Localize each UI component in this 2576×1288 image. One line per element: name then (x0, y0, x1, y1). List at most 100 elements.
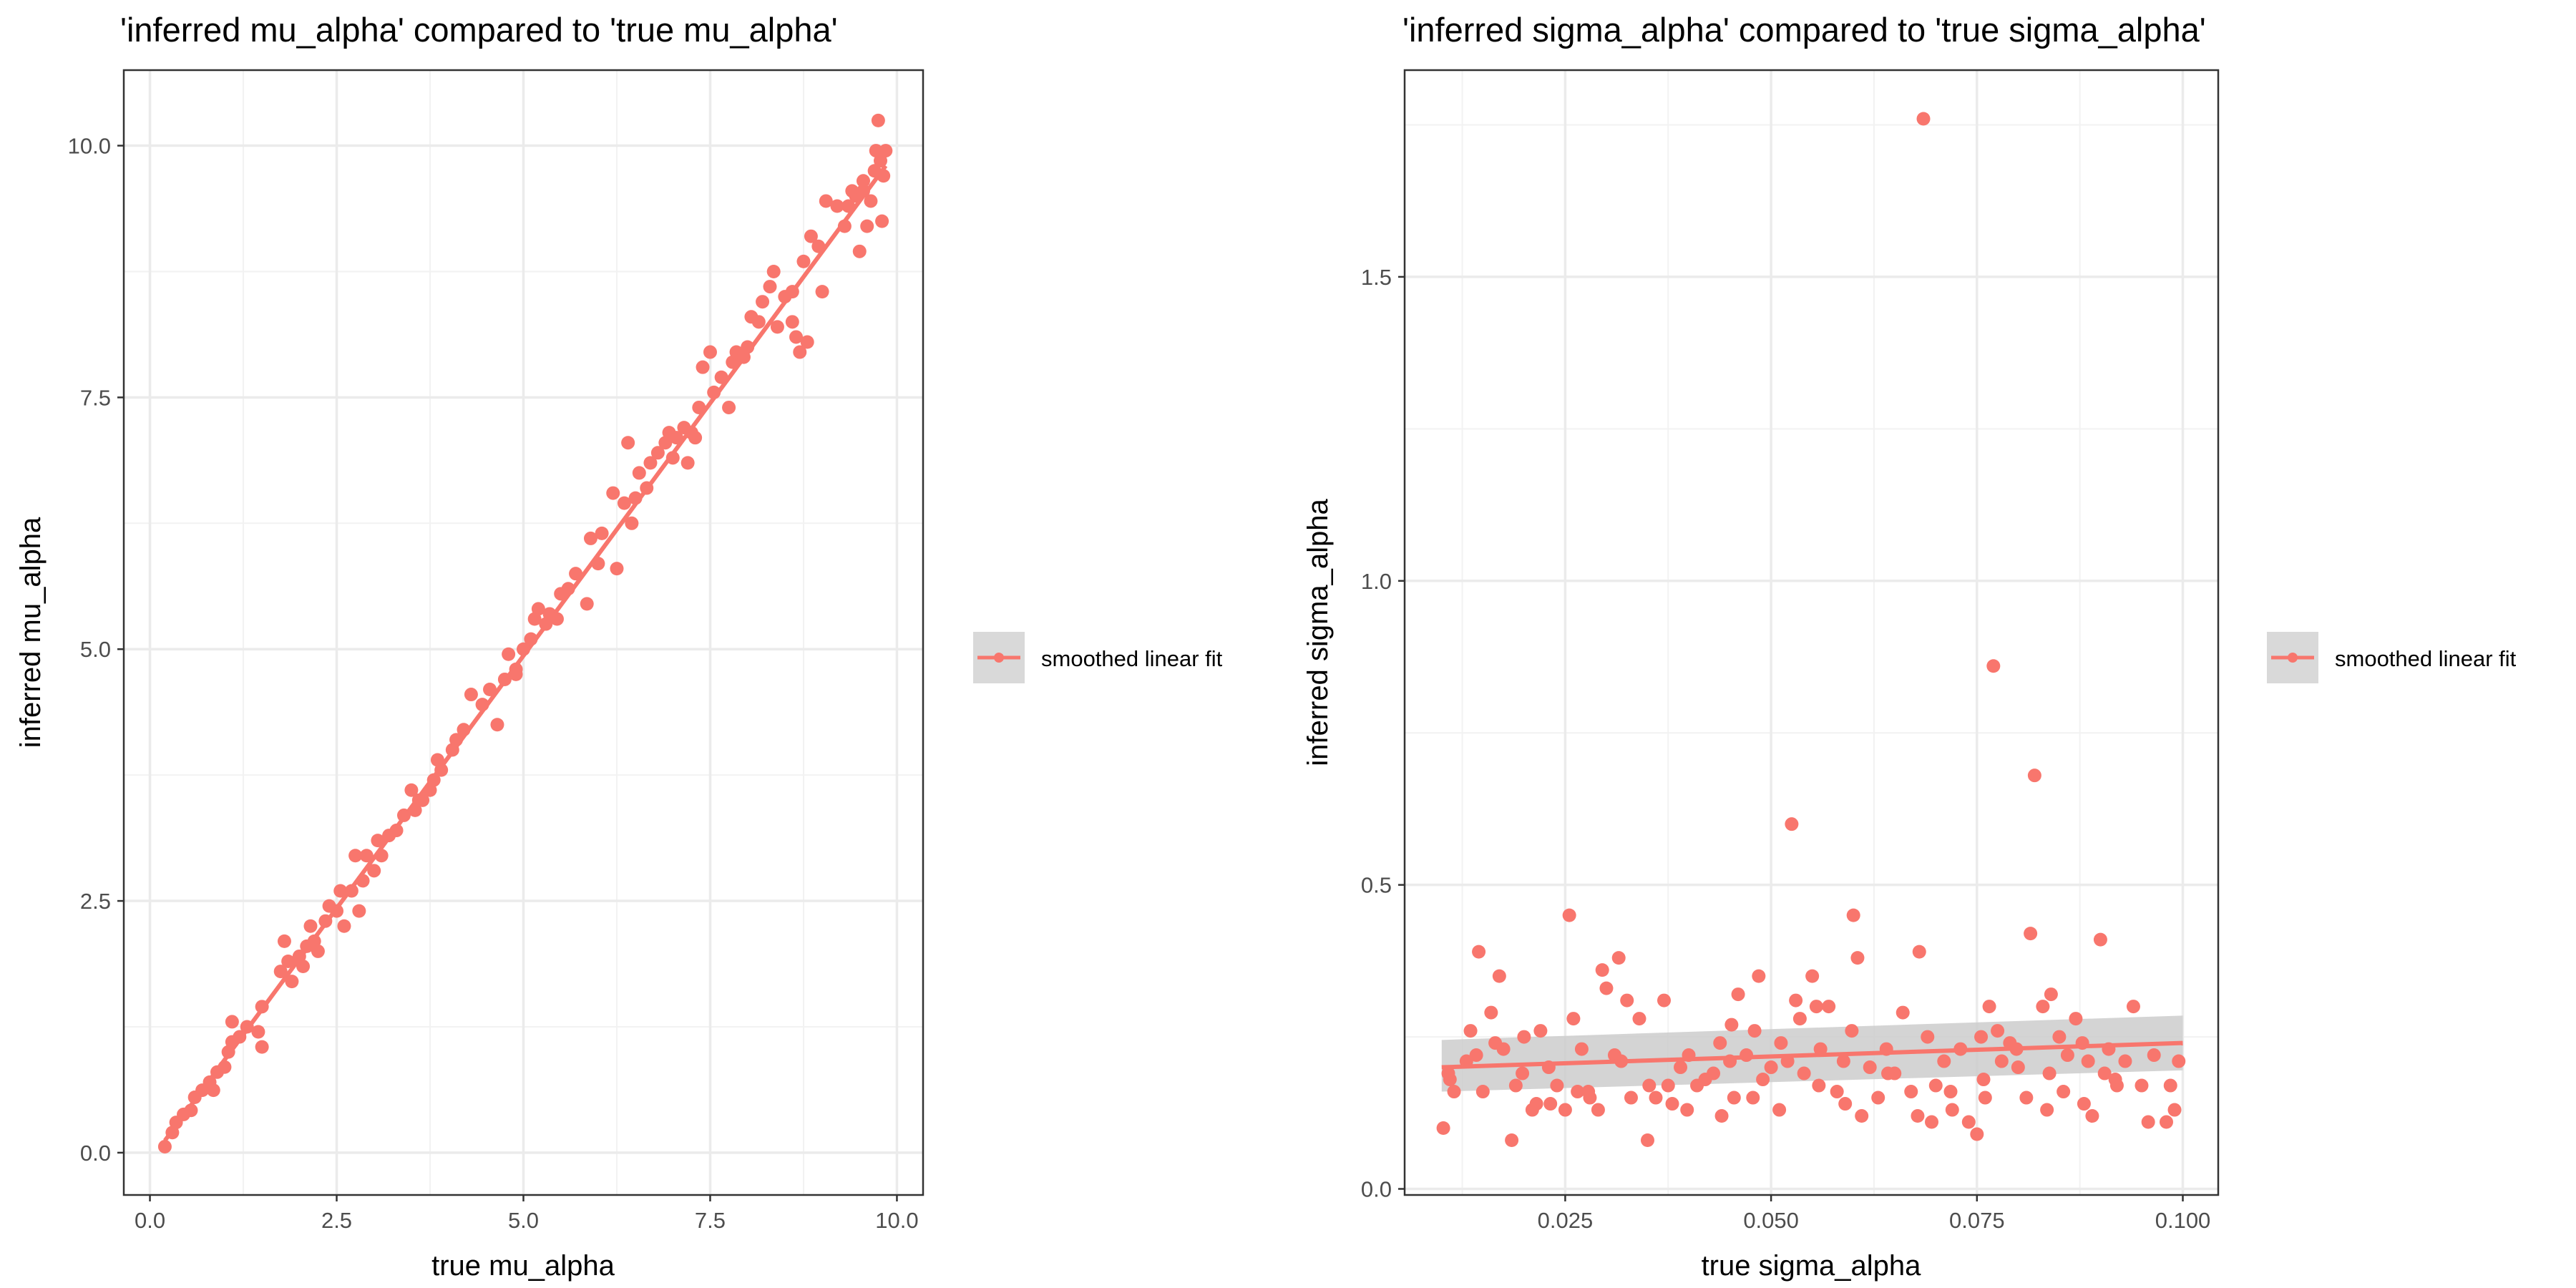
data-point (1581, 1085, 1596, 1099)
fit-line-layer (1441, 1040, 2183, 1070)
y-tick-label: 7.5 (80, 385, 111, 410)
grid (1405, 70, 2218, 1195)
data-point (1508, 1078, 1523, 1093)
x-axis: 0.0 2.5 5.0 7.5 10.0 (135, 1195, 919, 1233)
data-point (1991, 1024, 2005, 1038)
legend-label: smoothed linear fit (2335, 646, 2517, 671)
legend: smoothed linear fit (2267, 632, 2517, 683)
y-axis-title: inferred sigma_alpha (1302, 498, 1334, 766)
legend: smoothed linear fit (973, 632, 1223, 683)
data-point (1731, 987, 1745, 1002)
data-point (1661, 1078, 1675, 1093)
data-point (1472, 945, 1486, 959)
data-point (509, 667, 523, 681)
x-axis-title: true sigma_alpha (1702, 1250, 1922, 1282)
data-point (796, 254, 811, 268)
data-point (1591, 1103, 1605, 1117)
data-point (2060, 1048, 2074, 1063)
data-point (2163, 1078, 2177, 1093)
data-point (2069, 1012, 2083, 1026)
data-point (1978, 1091, 1992, 1105)
data-point (1529, 1097, 1543, 1111)
x-tick-label: 0.075 (1949, 1208, 2005, 1233)
data-point (852, 244, 867, 258)
data-point (595, 526, 609, 540)
data-point (621, 436, 635, 450)
data-point (1982, 1000, 1996, 1014)
data-point (561, 582, 575, 596)
data-point (1550, 1078, 1564, 1093)
data-point (524, 632, 538, 646)
data-point (1764, 1060, 1778, 1075)
data-point (2135, 1078, 2149, 1093)
y-tick-label: 0.5 (1361, 873, 1392, 898)
data-point (665, 451, 680, 465)
legend-key-point (994, 653, 1004, 663)
x-tick-label: 7.5 (695, 1208, 726, 1233)
data-point (2057, 1085, 2071, 1099)
data-point (416, 793, 430, 807)
data-point (1674, 1060, 1688, 1075)
data-point (696, 360, 710, 374)
data-point (285, 975, 299, 989)
data-point (1961, 1115, 1976, 1129)
data-point (703, 345, 717, 359)
data-point (550, 612, 564, 626)
data-point (502, 647, 516, 661)
data-point (1620, 993, 1634, 1008)
data-point (311, 944, 325, 958)
data-point (337, 919, 351, 933)
data-point (218, 1060, 232, 1074)
data-point (1680, 1103, 1694, 1117)
data-point (449, 733, 464, 747)
data-point (1727, 1091, 1741, 1105)
data-point (240, 1020, 254, 1034)
data-point (303, 919, 318, 933)
data-point (1813, 1042, 1828, 1056)
data-point (318, 914, 333, 928)
data-point (707, 385, 721, 399)
data-point (1986, 659, 2001, 673)
data-point (296, 960, 311, 974)
data-point (1747, 1024, 1762, 1038)
y-axis: 0.0 2.5 5.0 7.5 10.0 (68, 134, 124, 1166)
data-point (722, 400, 736, 414)
data-point (1797, 1066, 1811, 1080)
data-point (1533, 1024, 1548, 1038)
data-point (860, 219, 874, 233)
data-point (1789, 993, 1803, 1008)
data-point (1805, 969, 1820, 983)
data-point (837, 219, 852, 233)
data-point (1896, 1005, 1910, 1020)
data-point (770, 320, 784, 334)
data-point (785, 315, 799, 329)
data-point (856, 174, 870, 188)
data-point (2118, 1054, 2132, 1068)
data-point (352, 904, 366, 918)
data-point (569, 567, 583, 581)
data-point (356, 874, 370, 888)
data-point (1772, 1103, 1787, 1117)
data-point (389, 824, 404, 838)
data-point (591, 557, 605, 571)
x-tick-label: 0.0 (135, 1208, 165, 1233)
x-tick-label: 0.025 (1538, 1208, 1594, 1233)
data-point (841, 199, 856, 213)
data-point (367, 864, 381, 878)
data-point (830, 199, 844, 213)
data-point (1496, 1042, 1511, 1056)
data-point (864, 194, 878, 208)
data-point (1945, 1103, 1959, 1117)
data-point (793, 345, 807, 359)
data-point (1976, 1073, 1991, 1087)
data-point (1436, 1121, 1450, 1136)
data-point (1850, 951, 1865, 965)
panel-border (1403, 69, 2220, 1196)
data-point (1855, 1109, 1869, 1123)
data-point (2108, 1073, 2122, 1087)
data-point (1974, 1030, 1989, 1044)
data-point (374, 849, 389, 863)
data-point (1937, 1054, 1951, 1068)
y-tick-label: 1.0 (1361, 569, 1392, 594)
data-point (2147, 1048, 2161, 1063)
